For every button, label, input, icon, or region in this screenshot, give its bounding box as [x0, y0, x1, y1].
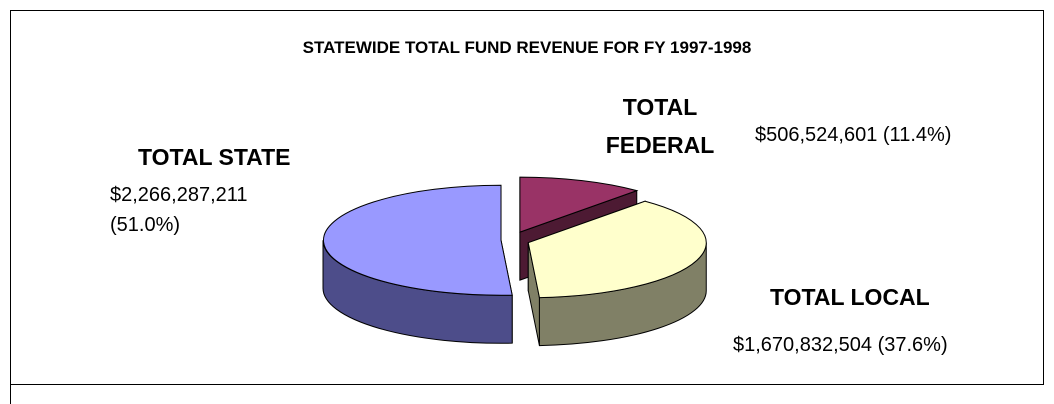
slice	[323, 184, 513, 296]
slice-value-label: $506,524,601 (11.4%)	[755, 124, 952, 146]
slice	[519, 176, 639, 233]
chart-title: STATEWIDE TOTAL FUND REVENUE FOR FY 1997…	[302, 38, 752, 57]
slice-value-label: $2,266,287,211 (51.0%)	[110, 184, 248, 236]
slice-category-label: TOTAL FEDERAL	[605, 94, 715, 158]
slice-category-label: TOTAL STATE	[138, 144, 291, 170]
slice-value-label: $1,670,832,504 (37.6%)	[733, 334, 948, 356]
chart-frame	[10, 10, 1044, 385]
slice	[527, 200, 707, 299]
slice-category-label: TOTAL LOCAL	[770, 284, 930, 310]
